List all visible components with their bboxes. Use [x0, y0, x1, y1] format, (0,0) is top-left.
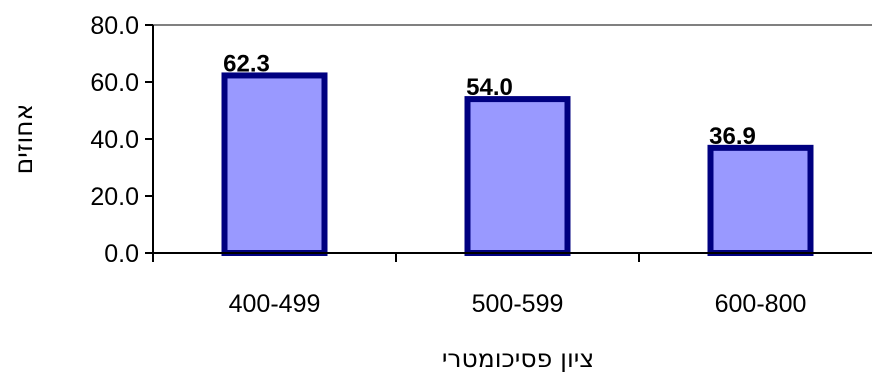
data-label: 36.9: [709, 123, 756, 150]
x-tick-label: 500-599: [472, 290, 564, 318]
x-tick-label: 600-800: [715, 290, 807, 318]
bar-400-499: [221, 72, 328, 256]
y-tick-label: 0.0: [104, 240, 139, 268]
y-tick-label: 60.0: [90, 69, 139, 97]
y-tick-label: 20.0: [90, 183, 139, 211]
bars: [221, 72, 814, 257]
data-labels: 62.3 54.0 36.9: [223, 50, 756, 149]
y-axis-ticks: 0.0 20.0 40.0 60.0 80.0: [90, 12, 153, 268]
data-label: 62.3: [223, 50, 270, 77]
bar-500-599: [464, 96, 571, 256]
y-tick-label: 40.0: [90, 126, 139, 154]
y-tick-label: 80.0: [90, 12, 139, 40]
data-label: 54.0: [466, 74, 513, 101]
y-axis-title: אחוזים: [9, 104, 38, 175]
x-tick-label: 400-499: [229, 290, 321, 318]
x-axis-ticks: 400-499 500-599 600-800: [152, 253, 807, 318]
bar-600-800: [707, 144, 814, 257]
x-axis-title: ציון פסיכומטרי: [442, 344, 594, 373]
